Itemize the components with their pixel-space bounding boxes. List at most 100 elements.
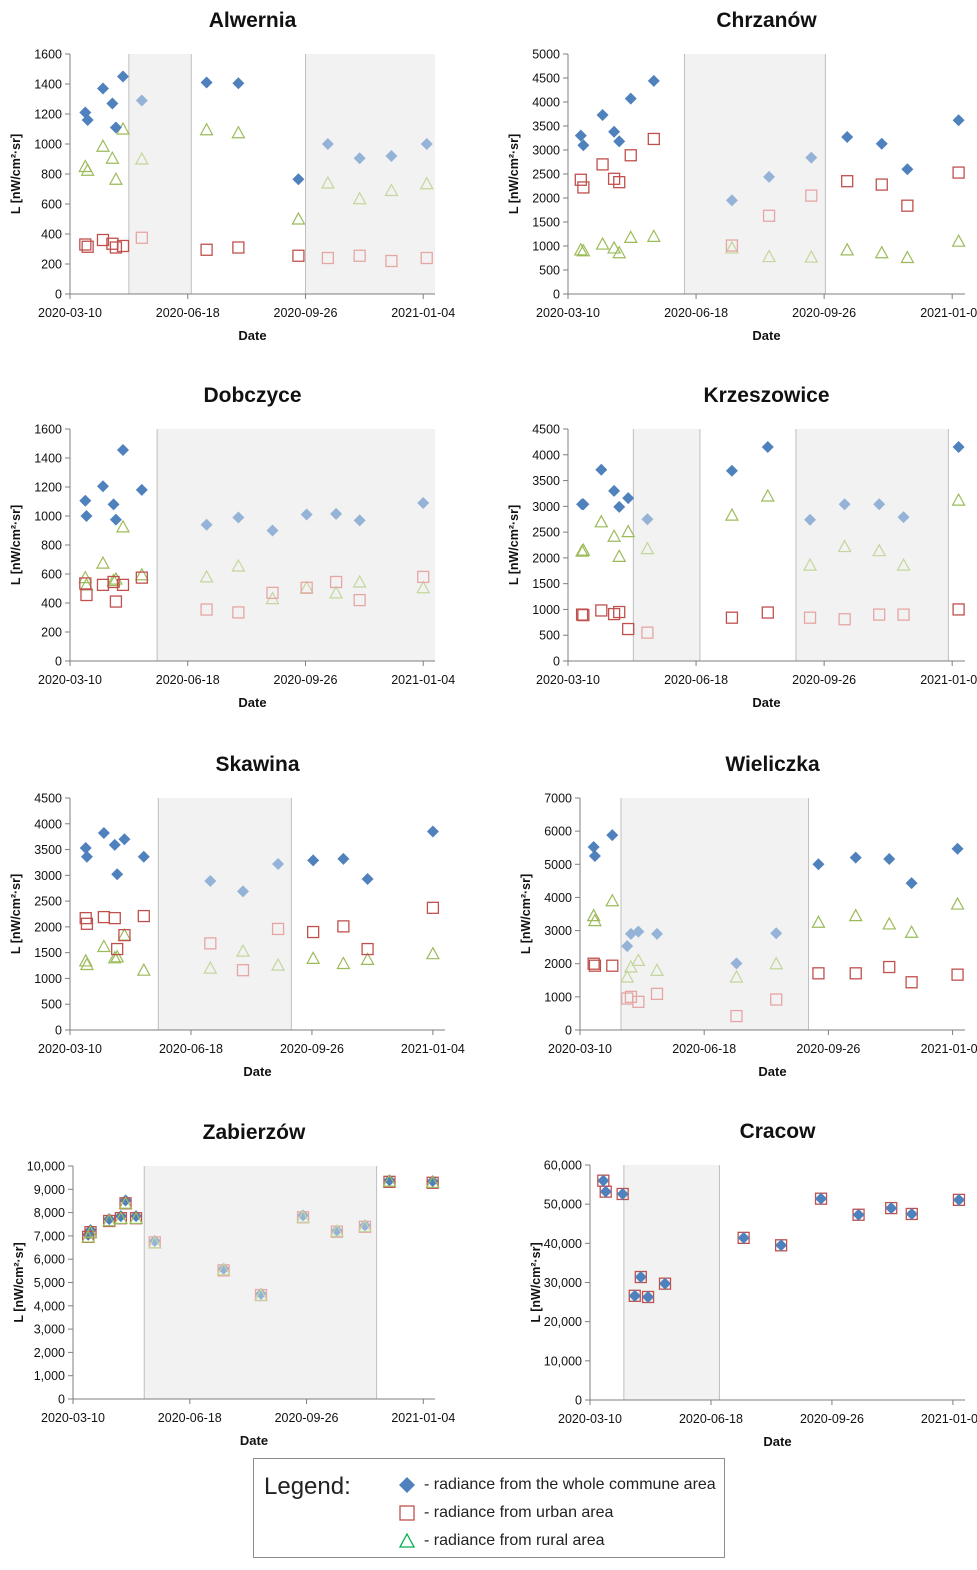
y-tick-label: 1500 xyxy=(532,216,560,230)
whole-point-12 xyxy=(905,1207,918,1220)
y-tick-label: 4000 xyxy=(34,817,62,831)
whole-point-9 xyxy=(805,151,818,164)
chart-title: Alwernia xyxy=(209,9,297,32)
series-urban xyxy=(574,132,965,252)
rural-point-0 xyxy=(573,242,588,256)
rural-point-4 xyxy=(623,959,638,973)
y-tick-label: 600 xyxy=(41,198,62,212)
rural-point-2 xyxy=(102,1213,117,1227)
urban-point-7 xyxy=(204,937,217,950)
urban-point-6 xyxy=(135,231,148,244)
rural-point-7 xyxy=(199,122,214,136)
series-rural xyxy=(81,1173,440,1301)
urban-point-9 xyxy=(292,249,305,262)
chart-title: Zabierzów xyxy=(203,1121,306,1144)
whole-point-2 xyxy=(616,1187,629,1200)
y-tick-label: 0 xyxy=(55,1024,62,1038)
rural-point-13 xyxy=(419,176,434,190)
shaded-period-0 xyxy=(158,798,292,1030)
chart-title: Dobczyce xyxy=(203,384,301,407)
urban-point-6 xyxy=(650,987,664,1001)
legend-label-urban: - radiance from urban area xyxy=(424,1504,614,1521)
rural-point-1 xyxy=(576,542,591,556)
whole-point-12 xyxy=(383,1174,396,1187)
whole-point-5 xyxy=(642,1290,655,1303)
rural-point-4 xyxy=(110,949,125,963)
urban-point-2 xyxy=(97,910,111,924)
x-axis-label: Date xyxy=(763,1434,791,1449)
y-tick-label: 1500 xyxy=(532,577,560,591)
whole-point-9 xyxy=(804,513,817,526)
rural-point-10 xyxy=(840,242,855,256)
series-whole xyxy=(576,441,965,526)
whole-point-10 xyxy=(330,1224,343,1237)
y-tick-label: 500 xyxy=(539,264,560,278)
whole-point-2 xyxy=(96,480,109,493)
rural-point-13 xyxy=(950,896,965,910)
rural-point-9 xyxy=(271,957,286,971)
rural-point-12 xyxy=(382,1173,397,1187)
whole-point-2 xyxy=(97,827,110,840)
y-tick-label: 600 xyxy=(41,568,62,582)
y-tick-label: 10,000 xyxy=(544,1354,582,1368)
whole-point-1 xyxy=(577,498,590,511)
x-axis-label: Date xyxy=(238,328,266,343)
x-tick-label: 2021-01-04 xyxy=(391,306,455,320)
y-tick-label: 4500 xyxy=(532,72,560,86)
rural-point-4 xyxy=(108,171,123,185)
urban-point-2 xyxy=(596,158,609,171)
rural-point-5 xyxy=(621,524,636,538)
y-tick-label: 3000 xyxy=(34,869,62,883)
y-tick-label: 3500 xyxy=(34,843,62,857)
rural-point-8 xyxy=(762,249,777,263)
legend: Legend: - radiance from the whole commun… xyxy=(253,1458,725,1558)
y-axis-label: L [nW/cm²·sr] xyxy=(519,874,533,954)
series-whole xyxy=(597,1174,965,1303)
rural-point-13 xyxy=(425,1175,440,1188)
x-tick-label: 2021-01-04 xyxy=(920,306,977,320)
whole-point-13 xyxy=(426,1175,439,1188)
y-tick-label: 1600 xyxy=(34,48,62,62)
x-tick-label: 2020-09-26 xyxy=(274,306,338,320)
rural-point-9 xyxy=(291,211,306,225)
urban-point-1 xyxy=(80,917,94,930)
chart-krzeszowice: Krzeszowice 0 500 1000 1500 2000 2500 3000 3500 4… xyxy=(507,384,977,710)
y-tick-label: 1,000 xyxy=(34,1369,65,1383)
rural-point-10 xyxy=(329,1223,344,1237)
whole-point-7 xyxy=(204,875,217,888)
x-tick-label: 2020-03-10 xyxy=(38,1042,102,1056)
urban-point-7 xyxy=(730,1009,743,1023)
y-tick-label: 8,000 xyxy=(34,1206,65,1220)
x-tick-label: 2020-06-18 xyxy=(664,306,728,320)
whole-point-10 xyxy=(841,131,854,144)
diamond-icon xyxy=(399,1477,415,1493)
whole-point-1 xyxy=(588,850,601,862)
rural-point-11 xyxy=(874,245,889,259)
urban-point-11 xyxy=(353,249,366,262)
urban-point-2 xyxy=(96,578,110,592)
whole-point-9 xyxy=(272,857,285,870)
charts-canvas: Alwernia 0 200 400 600 800 1000 1200 1400 1600 202… xyxy=(9,9,977,1449)
x-tick-label: 2020-03-10 xyxy=(38,673,102,687)
rural-point-7 xyxy=(216,1262,231,1276)
rural-point-3 xyxy=(620,969,635,983)
x-tick-label: 2020-03-10 xyxy=(41,1411,105,1425)
y-tick-label: 2,000 xyxy=(34,1346,65,1360)
chart-title: Skawina xyxy=(215,753,299,776)
series-rural xyxy=(586,893,965,983)
whole-point-6 xyxy=(659,1277,671,1290)
rural-point-6 xyxy=(134,151,149,165)
rural-point-0 xyxy=(78,159,93,173)
whole-point-3 xyxy=(608,484,621,497)
rural-point-6 xyxy=(640,541,655,555)
y-axis-label: L [nW/cm²·sr] xyxy=(9,505,23,585)
whole-point-3 xyxy=(628,1289,641,1302)
urban-point-10 xyxy=(849,967,862,980)
chart-skawina: Skawina 0 500 1000 1500 2000 2500 3000 3500 4000 4… xyxy=(9,753,465,1079)
x-tick-label: 2021-01-04 xyxy=(391,1411,455,1425)
rural-point-11 xyxy=(336,956,351,970)
square-icon xyxy=(399,1505,415,1521)
x-tick-label: 2021-01-04 xyxy=(921,1042,977,1056)
y-tick-label: 1000 xyxy=(544,990,572,1004)
whole-point-11 xyxy=(883,852,896,865)
